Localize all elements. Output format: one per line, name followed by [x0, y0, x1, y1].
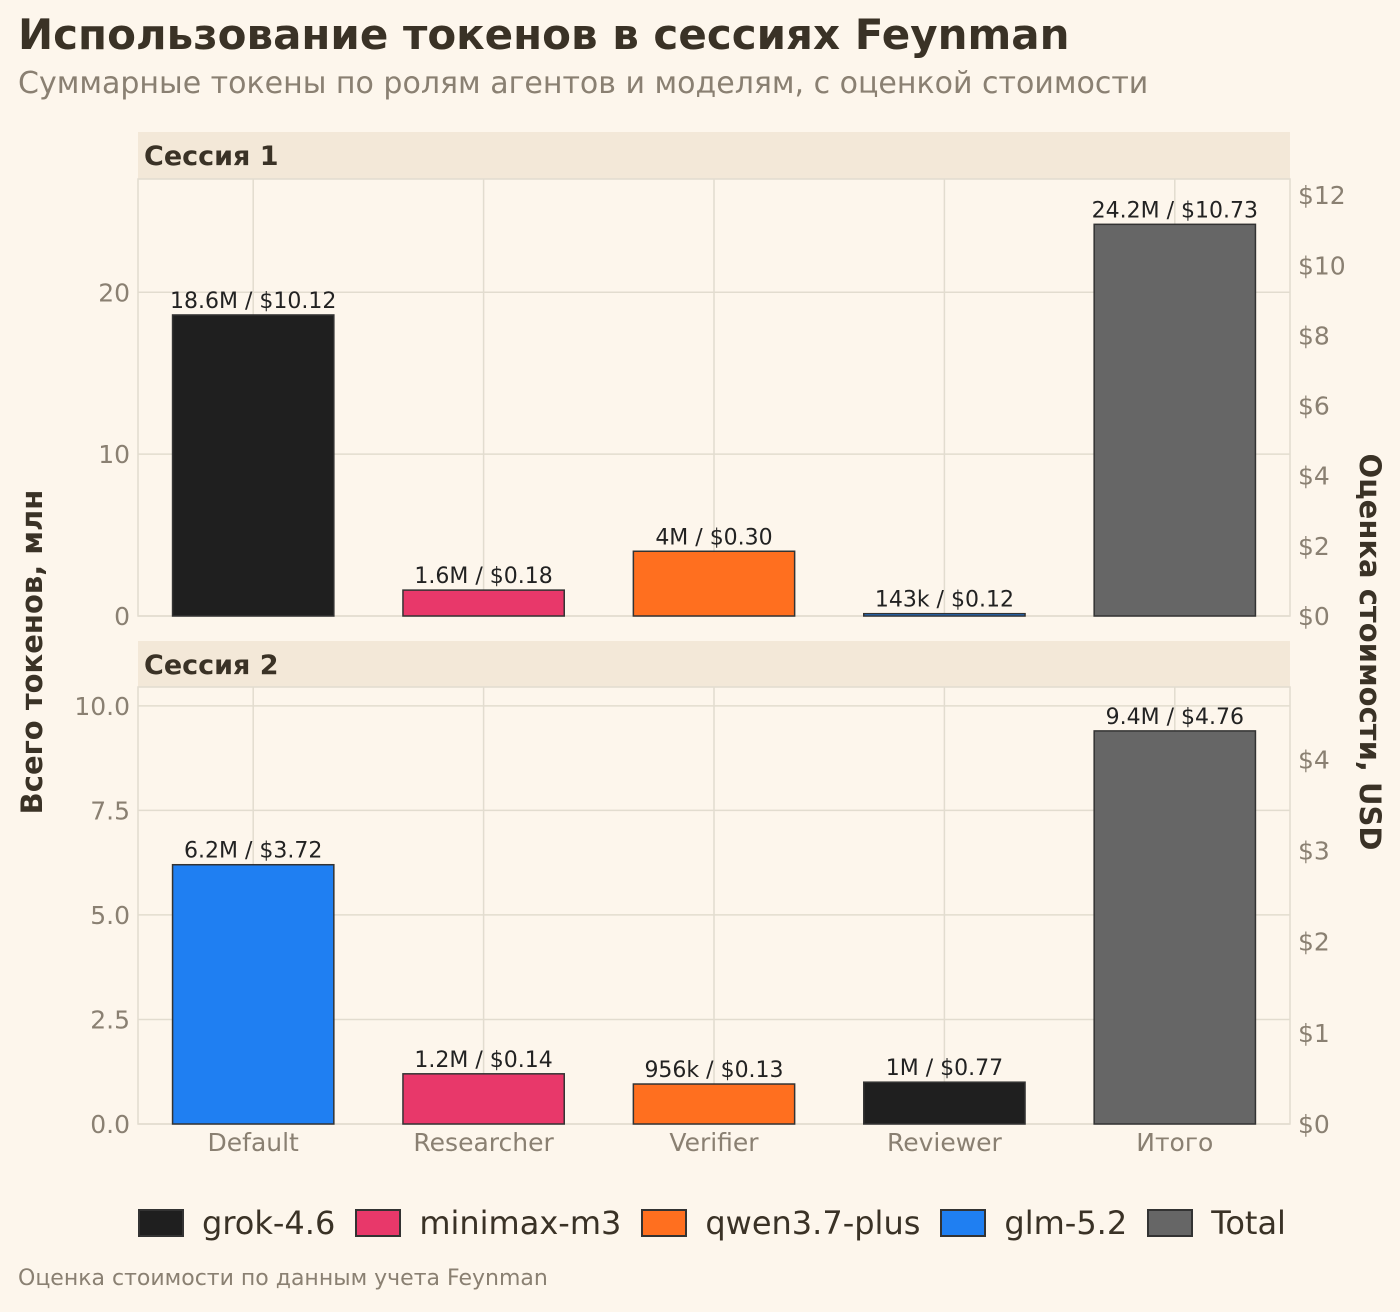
- bar-data-label: 1.6M / $0.18: [414, 564, 552, 589]
- y-tick-label: 7.5: [90, 796, 130, 825]
- legend-item: minimax-m3: [355, 1204, 621, 1242]
- x-tick-label: Итого: [1136, 1128, 1213, 1157]
- y-tick-label: 0.0: [90, 1110, 130, 1139]
- y2-tick-label: $4: [1298, 745, 1330, 774]
- legend-label: minimax-m3: [419, 1204, 622, 1242]
- y-tick-label: 10: [98, 440, 130, 469]
- legend-swatch: [641, 1209, 688, 1237]
- bar: [402, 1073, 565, 1125]
- legend-label: qwen3.7-plus: [705, 1204, 921, 1242]
- bar: [1093, 730, 1257, 1125]
- legend-swatch: [355, 1209, 402, 1237]
- bar: [863, 612, 1026, 617]
- bar-data-label: 1.2M / $0.14: [414, 1048, 552, 1073]
- legend: grok-4.6 minimax-m3 qwen3.7-plus glm-5.2 Tot…: [138, 1204, 1286, 1242]
- bar: [171, 863, 335, 1125]
- legend-swatch: [940, 1209, 987, 1237]
- y-tick-label: 20: [98, 278, 130, 307]
- legend-item: glm-5.2: [940, 1204, 1127, 1242]
- panel-strip: [138, 641, 1290, 687]
- legend-label: glm-5.2: [1004, 1204, 1128, 1242]
- chart-subtitle: Суммарные токены по ролям агентов и моде…: [18, 66, 1149, 101]
- x-tick-label: Verifier: [669, 1128, 759, 1157]
- bar-data-label: 6.2M / $3.72: [184, 839, 322, 864]
- y2-tick-label: $2: [1298, 928, 1330, 957]
- bar: [632, 550, 796, 617]
- bar-data-label: 24.2M / $10.73: [1092, 198, 1258, 223]
- y2-tick-label: $8: [1298, 321, 1330, 350]
- bar-data-label: 143k / $0.12: [875, 588, 1014, 613]
- panel-strip: [138, 132, 1290, 179]
- y2-tick-label: $0: [1298, 602, 1330, 631]
- bar-data-label: 956k / $0.13: [644, 1058, 783, 1083]
- panel-title: Сессия 1: [144, 141, 279, 172]
- y-tick-label: 10.0: [74, 692, 130, 721]
- legend-item: qwen3.7-plus: [641, 1204, 920, 1242]
- y-tick-label: 5.0: [90, 901, 130, 930]
- legend-label: Total: [1211, 1204, 1286, 1242]
- bar-data-label: 1M / $0.77: [886, 1056, 1003, 1081]
- bar-data-label: 4M / $0.30: [655, 525, 772, 550]
- chart-title: Использование токенов в сессиях Feynman: [18, 10, 1070, 59]
- bar: [863, 1081, 1026, 1125]
- y2-tick-label: $4: [1298, 462, 1330, 491]
- y2-axis-title: Оценка стоимости, USD: [1353, 453, 1387, 850]
- x-tick-label: Default: [208, 1128, 300, 1157]
- footnote: Оценка стоимости по данным учета Feynman: [18, 1266, 548, 1291]
- legend-swatch: [1147, 1209, 1194, 1237]
- y-axis-title: Всего токенов, млн: [15, 490, 49, 815]
- y-tick-label: 0: [114, 602, 130, 631]
- x-tick-label: Researcher: [413, 1128, 554, 1157]
- bar: [632, 1083, 796, 1125]
- x-tick-label: Reviewer: [887, 1128, 1003, 1157]
- y-tick-label: 2.5: [90, 1005, 130, 1034]
- bar: [171, 314, 335, 617]
- legend-label: grok-4.6: [202, 1204, 336, 1242]
- panel-title: Сессия 2: [144, 650, 279, 681]
- y2-tick-label: $6: [1298, 392, 1330, 421]
- y2-tick-label: $10: [1298, 251, 1346, 280]
- legend-item: Total: [1147, 1204, 1286, 1242]
- legend-swatch: [138, 1209, 184, 1237]
- bar: [1093, 223, 1257, 617]
- bar-data-label: 9.4M / $4.76: [1106, 705, 1244, 730]
- y2-tick-label: $1: [1298, 1019, 1330, 1048]
- y2-tick-label: $3: [1298, 836, 1330, 865]
- bar-data-label: 18.6M / $10.12: [170, 289, 336, 314]
- bar: [402, 589, 565, 617]
- y2-tick-label: $0: [1298, 1110, 1330, 1139]
- y2-tick-label: $2: [1298, 532, 1330, 561]
- y2-tick-label: $12: [1298, 181, 1346, 210]
- legend-item: grok-4.6: [138, 1204, 335, 1242]
